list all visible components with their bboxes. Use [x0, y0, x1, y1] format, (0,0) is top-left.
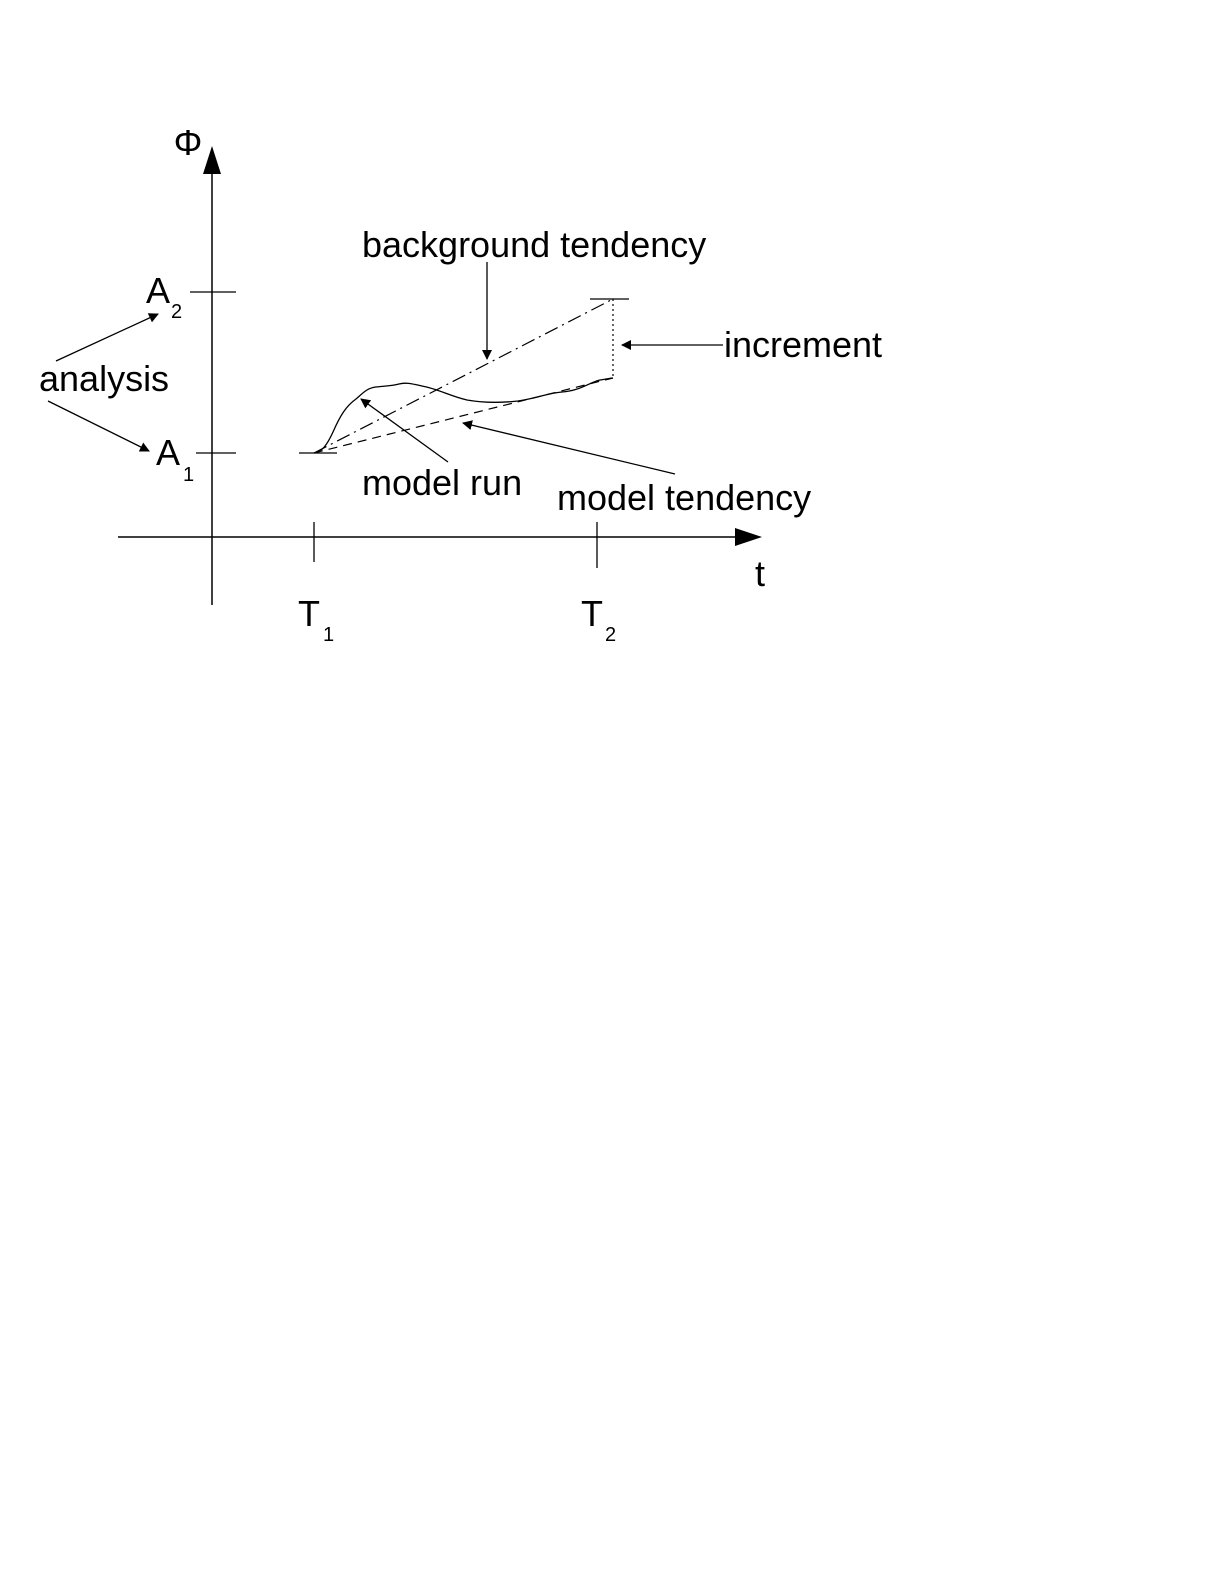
- model-tendency-line: [313, 377, 614, 454]
- model-tendency-label: model tendency: [557, 477, 811, 518]
- y-axis: [203, 146, 221, 605]
- t1-label-sub: 1: [323, 624, 334, 646]
- a1-label-sub: 1: [183, 464, 194, 486]
- y-axis-label: Φ: [174, 122, 203, 163]
- x-axis-label: t: [755, 553, 765, 594]
- a2-label-base: A: [146, 270, 170, 311]
- analysis-arrow-a2: [55, 313, 159, 362]
- analysis-label: analysis: [39, 358, 169, 399]
- t2-label: T 2: [581, 593, 616, 646]
- model-tendency-arrow: [462, 420, 676, 475]
- x-axis: [118, 528, 762, 546]
- t1-label-base: T: [298, 593, 320, 634]
- background-tendency-line: [313, 298, 614, 454]
- a1-label-base: A: [156, 432, 180, 473]
- model-run-label: model run: [362, 462, 522, 503]
- a2-label: A 2: [146, 270, 182, 323]
- t2-label-base: T: [581, 593, 603, 634]
- t2-label-sub: 2: [605, 624, 616, 646]
- model-run-curve: [313, 377, 614, 454]
- analysis-arrow-a1: [47, 400, 150, 452]
- a2-label-sub: 2: [171, 301, 182, 323]
- a1-label: A 1: [156, 432, 194, 486]
- t1-label: T 1: [298, 593, 334, 646]
- model-run-arrow: [360, 398, 449, 463]
- background-tendency-label: background tendency: [362, 224, 706, 265]
- increment-label: increment: [724, 324, 882, 365]
